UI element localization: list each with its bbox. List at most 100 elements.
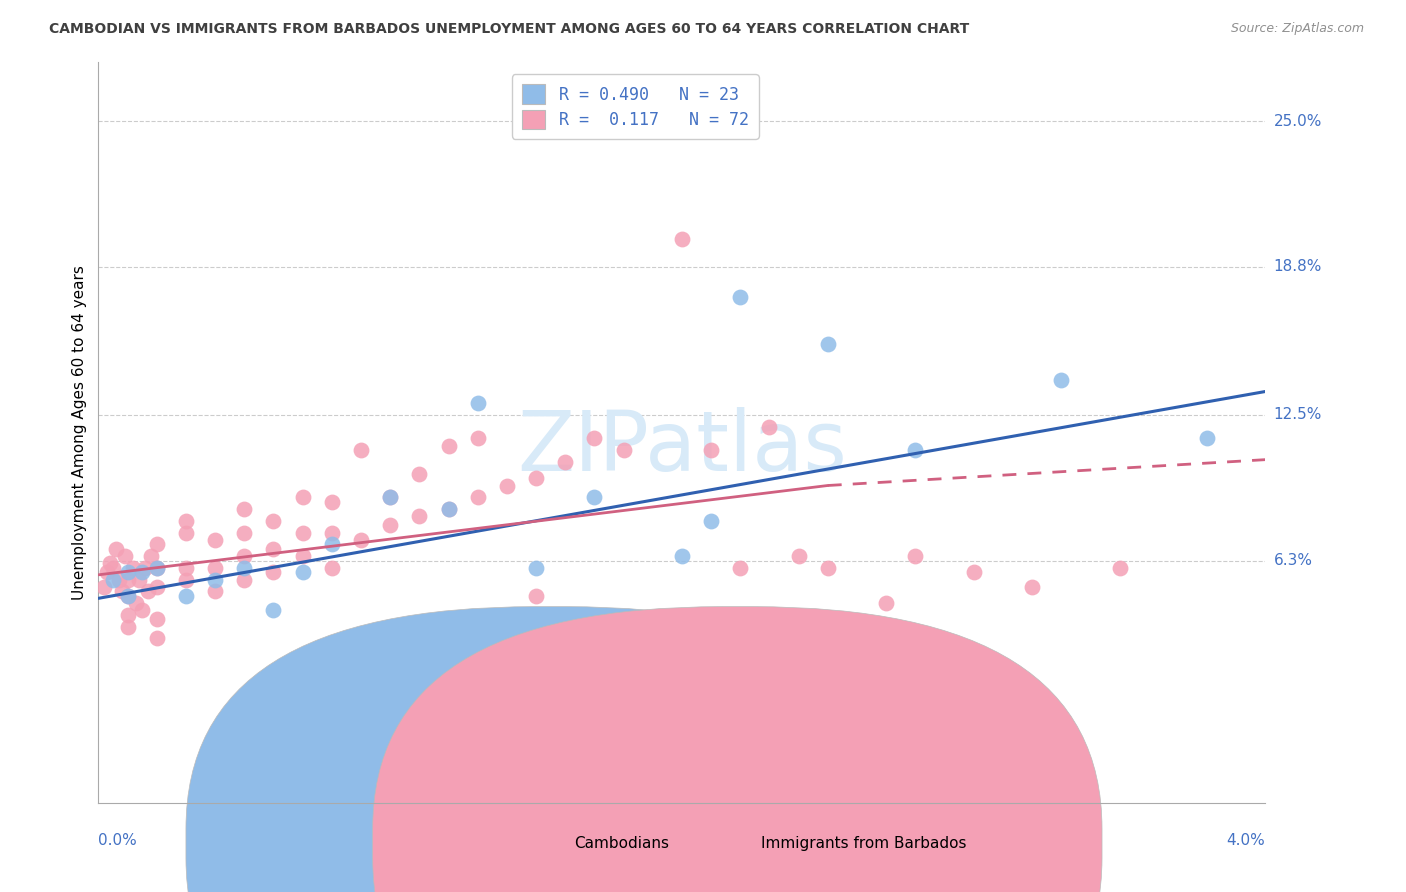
Point	[1108, 561, 1130, 575]
Point	[233, 561, 256, 575]
Point	[467, 432, 489, 446]
Text: 12.5%: 12.5%	[1274, 408, 1322, 423]
Point	[758, 419, 780, 434]
Point	[117, 573, 139, 587]
Point	[408, 467, 430, 481]
Point	[204, 584, 226, 599]
Point	[787, 549, 810, 563]
Point	[174, 514, 197, 528]
Text: 6.3%: 6.3%	[1274, 553, 1313, 568]
Point	[233, 525, 256, 540]
Point	[125, 596, 148, 610]
Legend: R = 0.490   N = 23, R =  0.117   N = 72: R = 0.490 N = 23, R = 0.117 N = 72	[512, 74, 759, 139]
Text: 4.0%: 4.0%	[1226, 833, 1265, 848]
Point	[114, 549, 136, 563]
Point	[524, 471, 547, 485]
Text: Cambodians: Cambodians	[575, 836, 669, 851]
Point	[291, 525, 314, 540]
Y-axis label: Unemployment Among Ages 60 to 64 years: Unemployment Among Ages 60 to 64 years	[72, 265, 87, 600]
Point	[380, 490, 402, 504]
Point	[408, 509, 430, 524]
Point	[962, 566, 984, 580]
Point	[131, 603, 153, 617]
Text: 18.8%: 18.8%	[1274, 260, 1322, 275]
Point	[1021, 580, 1043, 594]
Point	[700, 443, 723, 458]
FancyBboxPatch shape	[373, 607, 1102, 892]
Point	[380, 490, 402, 504]
Point	[96, 566, 118, 580]
Point	[93, 580, 115, 594]
Point	[467, 490, 489, 504]
Point	[524, 561, 547, 575]
Point	[700, 514, 723, 528]
Point	[174, 589, 197, 603]
Point	[131, 566, 153, 580]
Point	[174, 573, 197, 587]
Point	[291, 566, 314, 580]
Point	[1197, 432, 1219, 446]
Point	[321, 537, 343, 551]
Point	[730, 290, 752, 304]
Point	[104, 541, 127, 556]
Point	[146, 612, 169, 626]
Point	[467, 396, 489, 410]
Point	[321, 495, 343, 509]
Point	[817, 337, 839, 351]
Point	[146, 561, 169, 575]
Point	[233, 502, 256, 516]
Point	[291, 490, 314, 504]
Text: ZIPatlas: ZIPatlas	[517, 407, 846, 488]
Point	[262, 514, 284, 528]
Point	[437, 502, 460, 516]
Point	[875, 596, 897, 610]
Point	[583, 490, 606, 504]
Point	[174, 561, 197, 575]
Point	[437, 502, 460, 516]
Point	[817, 561, 839, 575]
Point	[117, 589, 139, 603]
Point	[437, 438, 460, 452]
Point	[524, 589, 547, 603]
Point	[262, 603, 284, 617]
Point	[641, 632, 664, 646]
Point	[146, 632, 169, 646]
Text: Immigrants from Barbados: Immigrants from Barbados	[761, 836, 967, 851]
Point	[350, 443, 373, 458]
Point	[136, 584, 159, 599]
Point	[128, 573, 150, 587]
Point	[730, 561, 752, 575]
Point	[496, 478, 519, 492]
Point	[101, 573, 124, 587]
Point	[101, 561, 124, 575]
Point	[904, 549, 927, 563]
Point	[380, 518, 402, 533]
Point	[134, 561, 156, 575]
Point	[233, 549, 256, 563]
Point	[117, 607, 139, 622]
Text: Source: ZipAtlas.com: Source: ZipAtlas.com	[1230, 22, 1364, 36]
Point	[122, 561, 145, 575]
Point	[583, 432, 606, 446]
Point	[554, 455, 576, 469]
Text: CAMBODIAN VS IMMIGRANTS FROM BARBADOS UNEMPLOYMENT AMONG AGES 60 TO 64 YEARS COR: CAMBODIAN VS IMMIGRANTS FROM BARBADOS UN…	[49, 22, 970, 37]
Point	[204, 573, 226, 587]
Text: 25.0%: 25.0%	[1274, 113, 1322, 128]
FancyBboxPatch shape	[186, 607, 915, 892]
Point	[291, 549, 314, 563]
Point	[117, 589, 139, 603]
Point	[233, 573, 256, 587]
Point	[671, 232, 693, 246]
Point	[350, 533, 373, 547]
Point	[262, 566, 284, 580]
Point	[139, 549, 162, 563]
Point	[108, 573, 131, 587]
Point	[117, 566, 139, 580]
Point	[98, 556, 121, 570]
Point	[146, 580, 169, 594]
Point	[321, 561, 343, 575]
Point	[146, 561, 169, 575]
Point	[117, 619, 139, 633]
Point	[111, 584, 134, 599]
Point	[612, 443, 634, 458]
